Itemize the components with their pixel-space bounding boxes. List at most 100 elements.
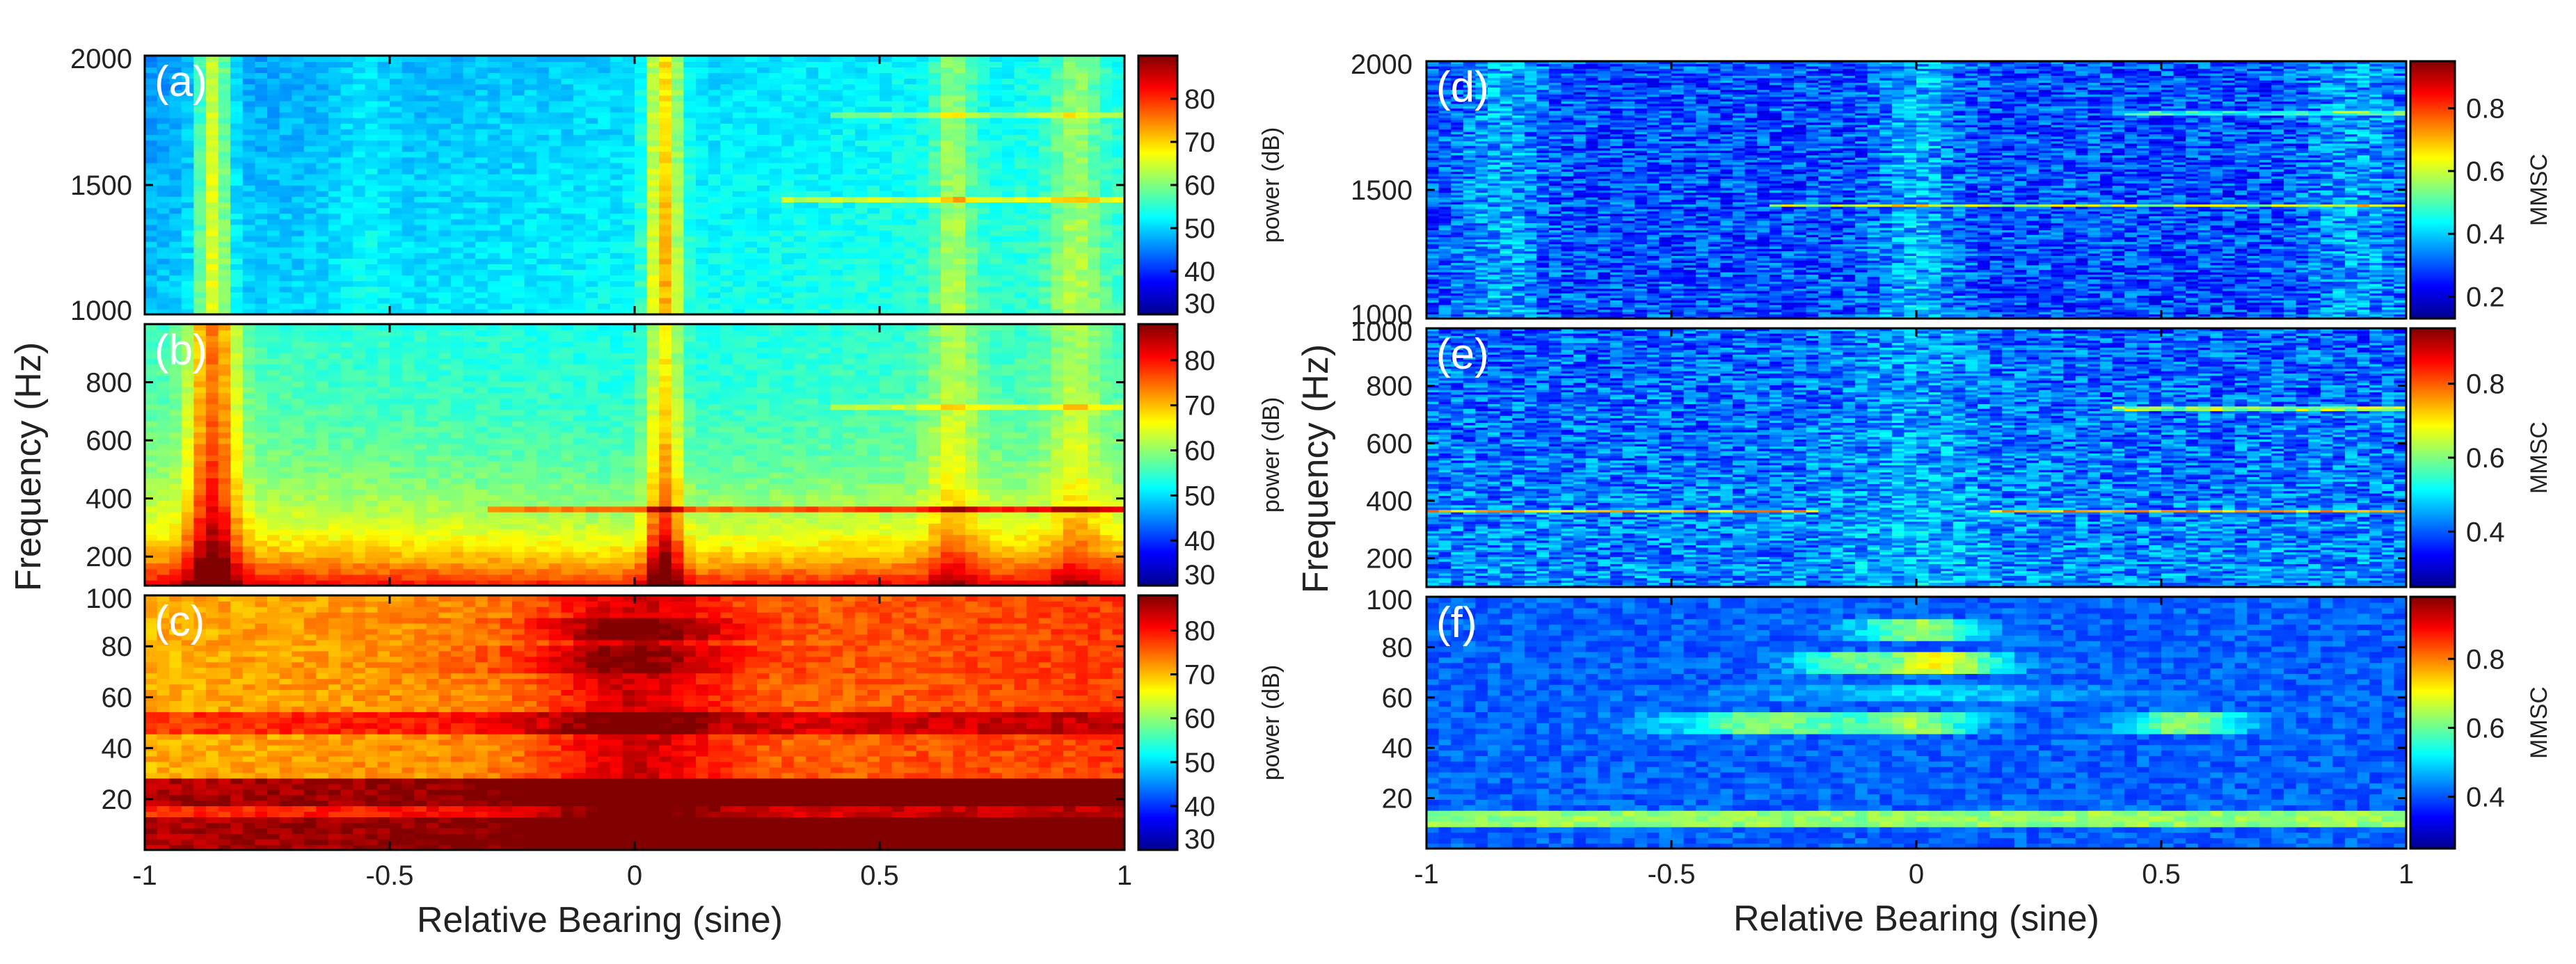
heatmap-cell [316,156,329,163]
heatmap-cell [316,61,329,67]
heatmap-cell [145,191,158,197]
heatmap-cell [843,506,856,513]
heatmap-cell [941,168,954,175]
heatmap-cell [806,72,819,79]
heatmap-cell [646,308,660,315]
heatmap-cell [316,123,329,129]
heatmap-cell [303,534,317,541]
heatmap-cell [745,185,758,191]
heatmap-cell [303,506,317,513]
heatmap-cell [218,551,231,558]
heatmap-cell [365,545,379,552]
heatmap-cell [303,252,317,259]
heatmap-cell [708,185,721,191]
heatmap-cell [671,89,685,96]
heatmap-cell [622,117,635,124]
heatmap-cell [548,95,562,102]
heatmap-cell [1038,258,1052,265]
heatmap-cell [928,196,941,203]
heatmap-cell [1002,568,1015,575]
heatmap-cell [169,511,182,518]
heatmap-cell [1112,241,1125,248]
heatmap-cell [303,185,317,191]
heatmap-cell [818,574,832,581]
heatmap-cell [916,303,930,310]
heatmap-cell [145,523,158,530]
heatmap-cell [1112,151,1125,158]
heatmap-cell [708,297,721,304]
heatmap-cell [585,258,598,265]
heatmap-cell [769,56,782,62]
heatmap-cell [659,303,672,310]
heatmap-cell [1112,185,1125,191]
heatmap-cell [548,224,562,231]
heatmap-cell [157,191,170,197]
heatmap-cell [414,540,427,547]
heatmap-cell [683,280,697,287]
heatmap-cell [353,517,366,524]
heatmap-cell [536,534,550,541]
heatmap-cell [377,56,390,62]
heatmap-cell [635,129,648,136]
heatmap-cell [292,173,305,180]
heatmap-cell [793,72,807,79]
heatmap-cell [854,202,868,209]
heatmap-cell [451,264,464,271]
heatmap-cell [500,495,513,501]
heatmap-cell [390,224,403,231]
heatmap-cell [622,506,635,513]
heatmap-cell [806,545,819,552]
heatmap-cell [279,500,292,507]
heatmap-cell [830,303,843,310]
heatmap-cell [401,61,415,67]
heatmap-cell [854,151,868,158]
heatmap-cell [463,297,476,304]
heatmap-cell [1014,246,1027,253]
heatmap-cell [745,286,758,293]
heatmap-cell [316,517,329,524]
heatmap-cell [390,129,403,136]
heatmap-cell [720,568,733,575]
heatmap-cell [316,540,329,547]
heatmap-cell [1099,134,1113,141]
heatmap-cell [328,241,342,248]
heatmap-cell [463,123,476,129]
heatmap-cell [255,202,268,209]
heatmap-cell [1112,523,1125,530]
heatmap-cell [414,545,427,552]
heatmap-cell [365,202,379,209]
heatmap-cell [659,258,672,265]
heatmap-cell [708,156,721,163]
heatmap-cell [793,506,807,513]
heatmap-cell [916,563,930,570]
heatmap-cell [1051,67,1064,74]
heatmap-cell [843,78,856,85]
heatmap-cell [169,495,182,501]
heatmap-cell [830,291,843,298]
heatmap-cell [989,213,1003,220]
heatmap-cell [548,151,562,158]
heatmap-cell [390,297,403,304]
heatmap-cell [965,89,978,96]
heatmap-cell [843,246,856,253]
heatmap-cell [818,78,832,85]
heatmap-cell [843,557,856,564]
heatmap-cell [401,230,415,236]
heatmap-cell [928,185,941,191]
heatmap-cell [977,207,991,214]
heatmap-cell [941,218,954,225]
heatmap-cell [218,72,231,79]
heatmap-cell [598,56,611,62]
heatmap-cell [340,506,353,513]
heatmap-cell [1038,579,1052,586]
heatmap-cell [548,173,562,180]
heatmap-cell [1038,286,1052,293]
heatmap-cell [806,168,819,175]
heatmap-cell [303,123,317,129]
heatmap-cell [536,72,550,79]
heatmap-cell [1002,506,1015,513]
heatmap-cell [598,286,611,293]
heatmap-cell [193,117,207,124]
heatmap-cell [561,557,574,564]
heatmap-cell [806,191,819,197]
